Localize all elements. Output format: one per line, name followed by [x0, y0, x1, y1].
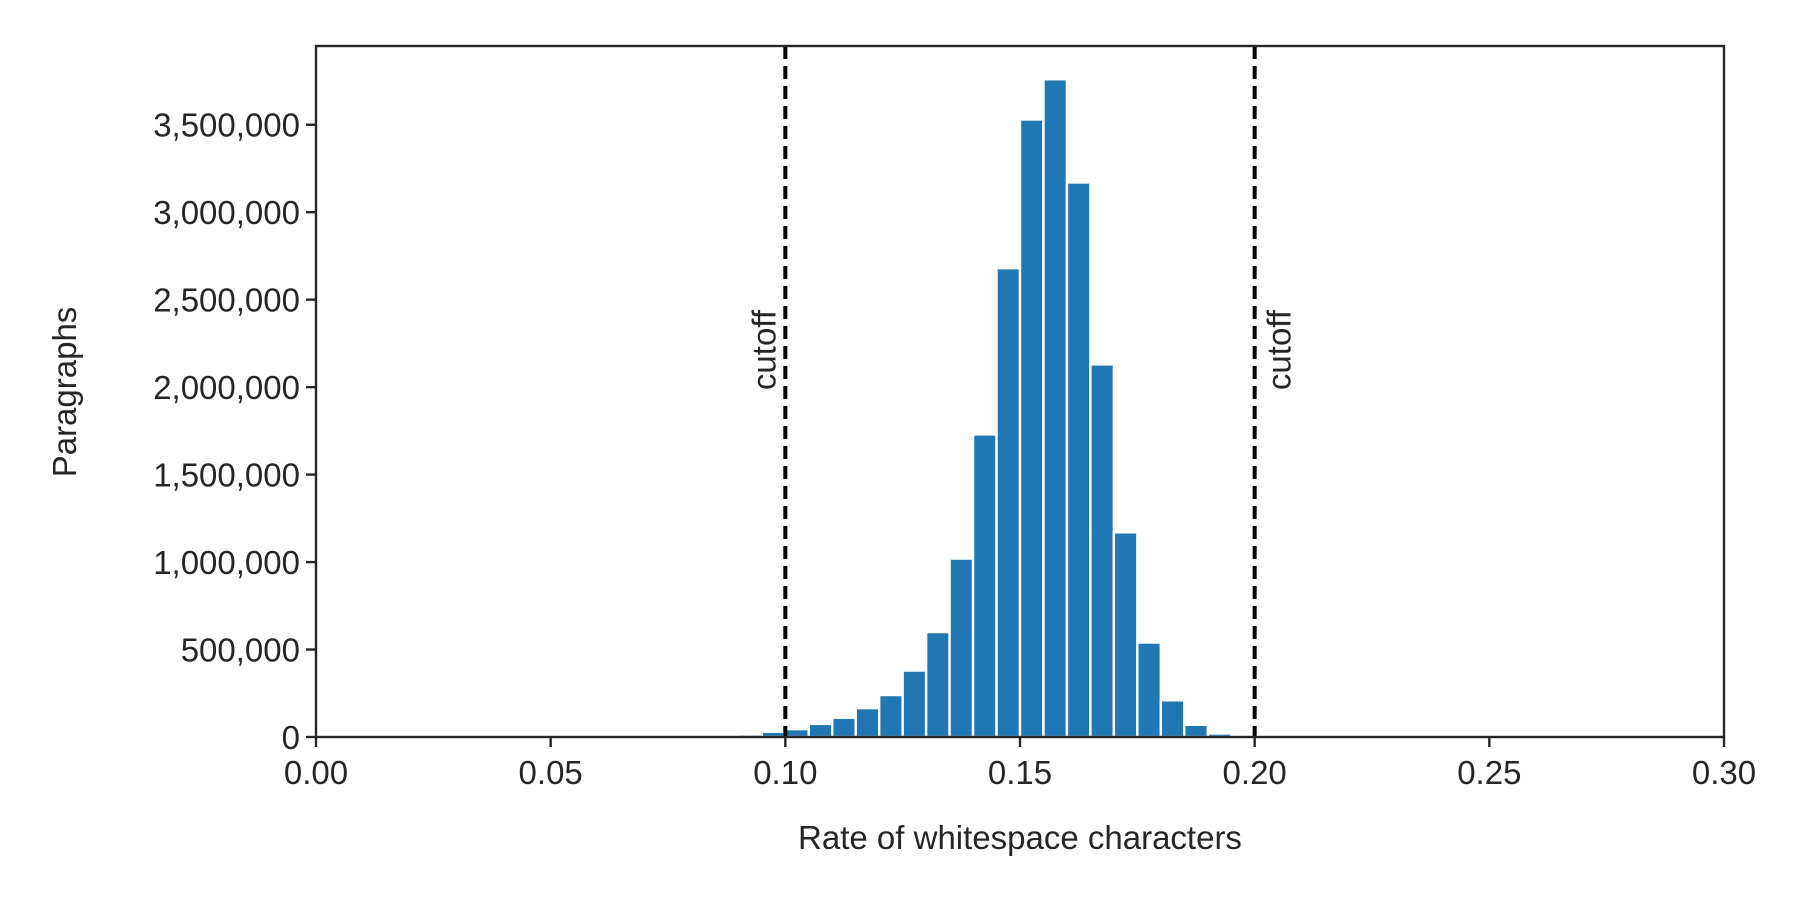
y-tick-label: 3,000,000 [153, 194, 300, 231]
histogram-bar [924, 630, 951, 739]
cutoff-label: cutoff [1261, 309, 1298, 390]
x-axis-title: Rate of whitespace characters [798, 819, 1242, 856]
histogram-bar [831, 716, 857, 739]
histogram-bar [1065, 181, 1092, 739]
y-axis-title: Paragraphs [46, 307, 83, 478]
histogram-bar [807, 722, 834, 739]
y-tick-label: 2,500,000 [153, 282, 300, 319]
x-tick-label: 0.10 [753, 754, 817, 791]
histogram-bar [1112, 531, 1139, 739]
histogram-bar [1018, 118, 1045, 739]
histogram-bar [1042, 78, 1069, 739]
histogram-bar [878, 693, 904, 739]
cutoff-lines-group: cutoff cutoff [745, 46, 1298, 737]
histogram-bar [1136, 641, 1163, 739]
y-axis: 0 500,000 1,000,000 1,500,000 2,000,000 2,500… [153, 107, 316, 756]
bars-group [737, 78, 1233, 739]
cutoff-label: cutoff [745, 309, 782, 390]
y-tick-label: 500,000 [181, 632, 300, 669]
x-tick-label: 0.00 [284, 754, 348, 791]
y-tick-label: 3,500,000 [153, 107, 300, 144]
y-tick-label: 1,500,000 [153, 457, 300, 494]
x-tick-label: 0.30 [1692, 754, 1756, 791]
histogram-bar [971, 433, 998, 739]
histogram-bar [901, 669, 928, 739]
y-tick-label: 0 [282, 719, 300, 756]
x-tick-label: 0.25 [1457, 754, 1521, 791]
x-tick-label: 0.05 [519, 754, 583, 791]
histogram-bar [995, 266, 1022, 739]
histogram-bar [1183, 723, 1209, 739]
y-tick-label: 2,000,000 [153, 369, 300, 406]
histogram-bar [948, 557, 975, 739]
y-tick-label: 1,000,000 [153, 544, 300, 581]
x-tick-label: 0.20 [1223, 754, 1287, 791]
x-axis: 0.00 0.05 0.10 0.15 0.20 0.25 0.30 [284, 737, 1756, 791]
histogram-bar [1159, 699, 1186, 739]
x-tick-label: 0.15 [988, 754, 1052, 791]
histogram-bar [854, 706, 881, 739]
histogram-bar [1089, 363, 1116, 739]
